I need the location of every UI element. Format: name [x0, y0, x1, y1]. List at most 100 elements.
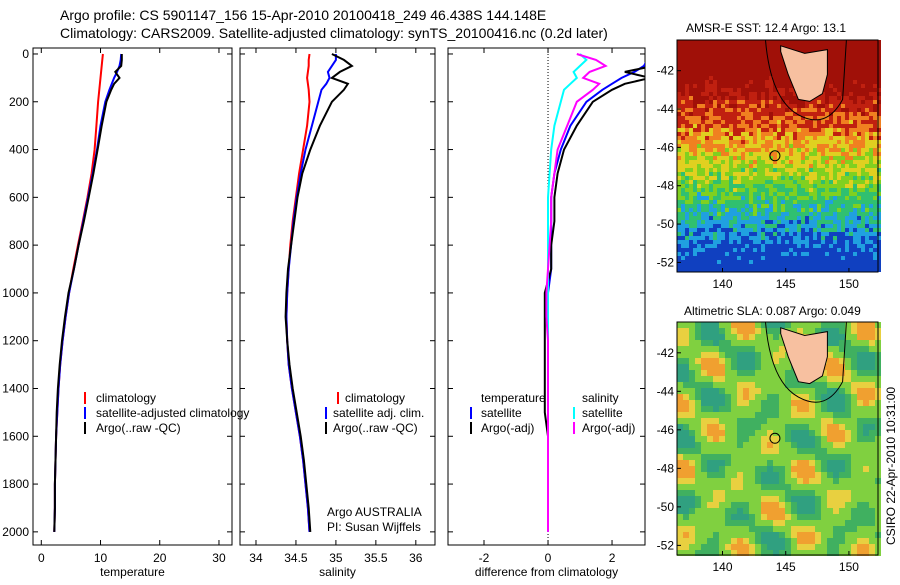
- map-cell: [695, 466, 701, 472]
- map-cell: [817, 96, 821, 100]
- map-cell: [677, 108, 681, 112]
- map-cell: [851, 382, 857, 388]
- map-cell: [837, 152, 841, 156]
- map-cell: [869, 176, 873, 180]
- map-cell: [725, 550, 731, 556]
- map-cell: [725, 108, 729, 112]
- map-cell: [797, 508, 803, 514]
- map-cell: [761, 124, 765, 128]
- map-cell: [731, 334, 737, 340]
- map-cell: [725, 220, 729, 224]
- map-cell: [865, 76, 869, 80]
- map-cell: [773, 346, 779, 352]
- map-cell: [677, 550, 683, 556]
- map-cell: [689, 196, 693, 200]
- map-cell: [713, 478, 719, 484]
- map-cell: [677, 478, 683, 484]
- map-cell: [743, 544, 749, 550]
- map-cell: [719, 514, 725, 520]
- map-cell: [745, 80, 749, 84]
- map-cell: [689, 204, 693, 208]
- map-cell: [737, 68, 741, 72]
- x-tick-label: 150: [839, 277, 859, 291]
- map-cell: [761, 328, 767, 334]
- map-cell: [765, 168, 769, 172]
- map-cell: [713, 526, 719, 532]
- map-cell: [769, 108, 773, 112]
- map-cell: [773, 128, 777, 132]
- x-tick-label: 140: [712, 560, 732, 574]
- map-cell: [825, 104, 829, 108]
- map-cell: [695, 478, 701, 484]
- map-cell: [737, 160, 741, 164]
- map-cell: [873, 48, 877, 52]
- map-cell: [845, 466, 851, 472]
- map-cell: [841, 168, 845, 172]
- map-cell: [755, 394, 761, 400]
- map-cell: [797, 514, 803, 520]
- map-cell: [841, 252, 845, 256]
- map-cell: [857, 256, 861, 260]
- map-cell: [865, 56, 869, 60]
- map-cell: [745, 248, 749, 252]
- map-cell: [749, 370, 755, 376]
- map-cell: [693, 220, 697, 224]
- map-cell: [829, 56, 833, 60]
- map-cell: [821, 442, 827, 448]
- map-cell: [733, 124, 737, 128]
- map-cell: [693, 96, 697, 100]
- map-cell: [815, 400, 821, 406]
- map-cell: [863, 442, 869, 448]
- map-cell: [755, 430, 761, 436]
- map-cell: [697, 64, 701, 68]
- map-cell: [717, 236, 721, 240]
- map-cell: [705, 264, 709, 268]
- map-cell: [821, 550, 827, 556]
- map-cell: [825, 212, 829, 216]
- map-cell: [743, 478, 749, 484]
- map-cell: [677, 52, 681, 56]
- map-cell: [833, 252, 837, 256]
- map-cell: [733, 160, 737, 164]
- map-cell: [689, 176, 693, 180]
- legend-swatch: [470, 407, 472, 419]
- map-cell: [743, 490, 749, 496]
- map-cell: [781, 216, 785, 220]
- map-cell: [829, 144, 833, 148]
- map-cell: [789, 96, 793, 100]
- map-cell: [817, 268, 821, 272]
- map-cell: [737, 322, 743, 328]
- map-cell: [689, 112, 693, 116]
- map-cell: [743, 472, 749, 478]
- map-cell: [781, 264, 785, 268]
- map-cell: [857, 172, 861, 176]
- map-cell: [769, 148, 773, 152]
- map-cell: [809, 132, 813, 136]
- map-cell: [789, 168, 793, 172]
- map-cell: [817, 252, 821, 256]
- map-cell: [845, 116, 849, 120]
- map-cell: [721, 228, 725, 232]
- map-cell: [729, 200, 733, 204]
- map-cell: [845, 132, 849, 136]
- map-cell: [793, 132, 797, 136]
- map-cell: [853, 200, 857, 204]
- map-cell: [769, 192, 773, 196]
- map-cell: [813, 164, 817, 168]
- map-cell: [769, 224, 773, 228]
- map-cell: [865, 224, 869, 228]
- map-cell: [717, 156, 721, 160]
- map-cell: [789, 236, 793, 240]
- map-cell: [821, 454, 827, 460]
- map-cell: [877, 180, 881, 184]
- map-cell: [773, 228, 777, 232]
- map-cell: [761, 442, 767, 448]
- map-cell: [863, 412, 869, 418]
- map-cell: [761, 68, 765, 72]
- map-cell: [677, 268, 681, 272]
- map-frame: [676, 39, 879, 273]
- map-cell: [833, 478, 839, 484]
- map-cell: [737, 60, 741, 64]
- map-cell: [845, 334, 851, 340]
